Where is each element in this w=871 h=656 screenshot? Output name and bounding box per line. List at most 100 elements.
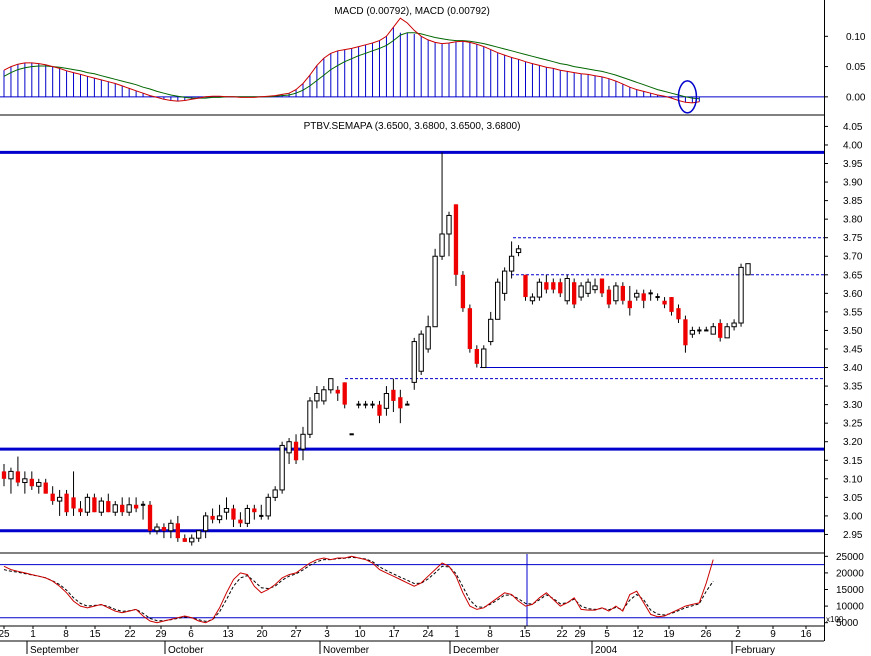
volume-y-axis: 25000 20000 15000 10000 5000: [824, 552, 864, 629]
candle-body: [161, 527, 167, 531]
candlestick: [592, 278, 598, 294]
macd-y-tick-label: 0.00: [846, 92, 866, 103]
candlestick: [523, 274, 528, 301]
candle-body: [641, 293, 646, 301]
candlestick: [36, 478, 42, 494]
candle-body: [216, 515, 223, 521]
price-y-tick-label: 3.00: [843, 511, 863, 522]
volume-y-tick-label: 25000: [836, 552, 864, 563]
candle-body: [572, 282, 577, 305]
price-y-tick-label: 3.05: [843, 493, 863, 504]
volume-plot-area: [0, 554, 824, 626]
candle-body: [495, 281, 501, 320]
candle-body: [140, 503, 146, 506]
candle-body: [154, 526, 160, 532]
candlestick: [529, 293, 536, 305]
candlestick: [252, 504, 257, 520]
candlestick: [544, 274, 549, 294]
candle-body: [78, 508, 83, 513]
candlestick: [620, 282, 625, 305]
candle-body: [189, 537, 195, 543]
frame: [0, 0, 825, 642]
candle-body: [202, 515, 209, 532]
candle-body: [592, 285, 598, 291]
candlestick: [342, 382, 347, 409]
candlestick: [43, 478, 48, 494]
x-day-label: 8: [63, 629, 69, 640]
candle-body: [655, 296, 660, 299]
candle-body: [238, 519, 243, 524]
x-month-label: November: [323, 645, 370, 656]
x-day-label: 20: [256, 629, 268, 640]
candlestick: [418, 330, 424, 375]
x-day-label: 9: [770, 629, 776, 640]
price-y-tick-label: 3.15: [843, 456, 863, 467]
price-y-tick-label: 3.65: [843, 270, 863, 281]
candlestick: [238, 512, 243, 528]
candlestick: [363, 400, 368, 409]
candle-body: [697, 329, 702, 332]
candle-body: [738, 266, 744, 324]
candle-body: [231, 508, 236, 520]
candlestick: [724, 323, 730, 339]
candle-body: [488, 318, 494, 343]
candle-body: [36, 482, 42, 487]
x-month-label: 2004: [595, 645, 618, 656]
candlestick: [231, 504, 236, 528]
candle-body: [613, 285, 619, 302]
price-y-tick-label: 4.00: [843, 140, 863, 151]
candlestick: [453, 204, 459, 286]
candlestick: [585, 278, 591, 298]
candle-body: [349, 433, 354, 436]
candlestick: [147, 501, 153, 535]
price-y-tick-label: 4.05: [843, 122, 863, 133]
candlestick: [133, 497, 139, 513]
candlestick: [683, 315, 688, 353]
x-day-label: 6: [188, 629, 194, 640]
candle-body: [745, 263, 751, 276]
candle-body: [536, 281, 543, 298]
candlestick: [140, 501, 146, 520]
candle-body: [704, 329, 709, 332]
macd-signal-line: [3, 32, 700, 100]
candle-body: [669, 297, 674, 312]
candlestick: [189, 534, 195, 546]
candlestick: [161, 523, 167, 539]
x-day-label: 1: [454, 629, 460, 640]
candle-body: [634, 292, 640, 298]
candle-body: [244, 507, 251, 524]
candlestick: [508, 241, 515, 279]
candle-body: [481, 348, 487, 369]
x-axis: 25 1 8 15 22 29 6 13 20 27 3 10 17 24 1 8 15 22 29 5 12 19 26 2…: [0, 626, 812, 656]
x-day-label: 13: [222, 629, 234, 640]
candlestick: [495, 278, 501, 320]
candlestick: [439, 152, 445, 260]
candlestick: [383, 386, 390, 416]
candlestick: [196, 530, 202, 542]
candlestick: [120, 497, 125, 516]
price-y-tick-label: 3.55: [843, 307, 863, 318]
candlestick: [210, 508, 215, 524]
candlestick: [446, 211, 452, 257]
candle-body: [133, 504, 139, 509]
candlestick: [15, 456, 21, 487]
candle-body: [43, 482, 48, 494]
macd-title: MACD (0.00792), MACD (0.00792): [334, 6, 490, 17]
candle-body: [335, 389, 340, 394]
price-y-tick-label: 3.25: [843, 419, 863, 430]
price-y-tick-label: 3.20: [843, 437, 863, 448]
candlestick: [216, 504, 223, 524]
x-day-label: 8: [487, 629, 493, 640]
volume-y-tick-label: 5000: [836, 618, 859, 629]
candle-body: [120, 504, 125, 513]
candle-body: [460, 274, 466, 309]
candlestick: [321, 386, 327, 405]
candlestick: [1, 463, 7, 487]
x-month-label: September: [30, 645, 80, 656]
candlestick: [64, 489, 69, 516]
candle-body: [8, 470, 14, 480]
candle-body: [15, 471, 21, 483]
volume-y-tick-label: 10000: [836, 602, 864, 613]
price-y-tick-label: 3.40: [843, 363, 863, 374]
candle-body: [84, 496, 91, 513]
